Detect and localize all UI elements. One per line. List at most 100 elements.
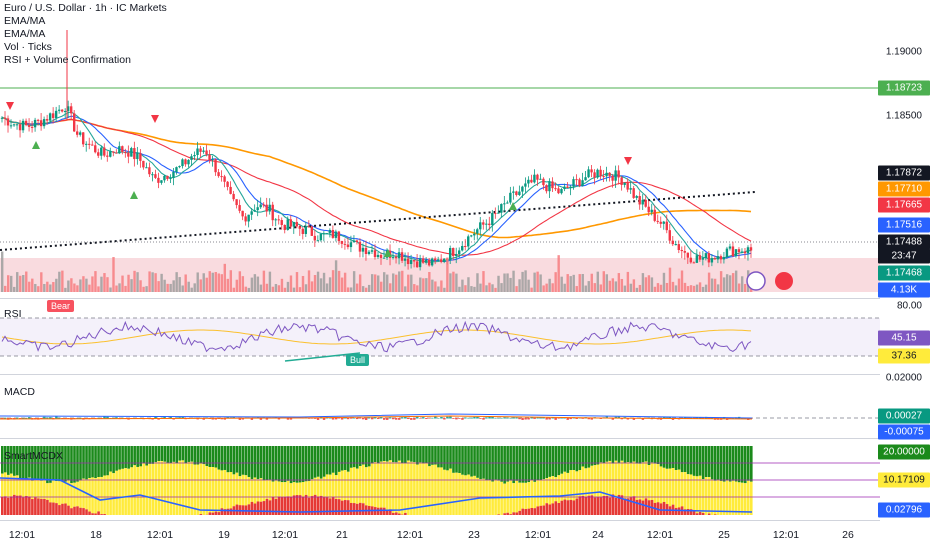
macd-histogram-bar — [440, 417, 443, 419]
candle-body — [27, 125, 31, 127]
candle-body — [593, 172, 596, 178]
mcdx-red-bar — [689, 509, 693, 515]
macd-histogram-bar — [419, 418, 422, 419]
candle-body — [518, 191, 521, 195]
mcdx-green-bar — [214, 446, 218, 468]
mcdx-green-bar — [644, 446, 648, 462]
mcdx-yellow-bar — [163, 461, 167, 515]
pane-divider[interactable] — [0, 438, 880, 439]
smartmcdx-pane[interactable] — [0, 446, 880, 515]
pane-divider[interactable] — [0, 298, 880, 299]
volume-bar — [713, 278, 717, 292]
mcdx-yellow-bar — [401, 463, 404, 515]
volume-bar — [689, 285, 693, 292]
candle-body — [51, 113, 55, 118]
volume-bar — [494, 287, 497, 292]
mcdx-yellow-bar — [392, 462, 395, 513]
volume-bar — [250, 277, 254, 292]
volume-bar — [115, 285, 118, 292]
volume-bar — [650, 277, 654, 292]
macd-axis-tick: 0.02000 — [885, 372, 922, 384]
mcdx-green-bar — [7, 446, 10, 475]
volume-bar — [358, 274, 362, 292]
volume-bar — [443, 287, 446, 292]
indicator-ema-ma-2[interactable]: EMA/MA — [4, 28, 46, 40]
time-tick: 26 — [842, 529, 854, 541]
volume-bar — [629, 283, 633, 292]
mcdx-red-bar — [361, 503, 365, 515]
rsi-bull-label: Bull — [346, 354, 370, 366]
mcdx-yellow-bar — [713, 480, 717, 515]
indicator-volume[interactable]: Vol · Ticks — [4, 41, 52, 53]
volume-bar — [416, 285, 419, 292]
candle-body — [45, 119, 49, 121]
candle-body — [184, 159, 187, 165]
mcdx-red-bar — [325, 497, 329, 515]
candle-body — [494, 212, 497, 214]
macd-title[interactable]: MACD — [4, 386, 35, 398]
candle-body — [394, 256, 398, 259]
mcdx-green-bar — [61, 446, 64, 482]
symbol-title[interactable]: Euro / U.S. Dollar · 1h · IC Markets — [4, 2, 167, 14]
volume-bar — [325, 283, 329, 292]
mcdx-green-bar — [404, 446, 407, 464]
candle-body — [476, 229, 479, 234]
candle-body — [352, 240, 356, 243]
macd-histogram-bar — [115, 417, 118, 419]
volume-bar — [82, 276, 85, 292]
macd-pane[interactable] — [0, 413, 880, 420]
macd-histogram-bar — [358, 418, 362, 419]
macd-histogram-bar — [250, 418, 254, 420]
candle-body — [358, 242, 362, 252]
mcdx-red-bar — [641, 500, 645, 515]
candle-body — [491, 212, 494, 226]
candle-body — [370, 250, 374, 252]
volume-bar — [283, 287, 287, 292]
mcdx-yellow-bar — [85, 479, 88, 510]
mcdx-green-bar — [698, 446, 702, 476]
mcdx-yellow-bar — [617, 462, 621, 495]
price-axis[interactable]: 1.19000 1.18500 1.18723 1.17872 1.17710 … — [876, 0, 932, 520]
candle-body — [280, 220, 283, 225]
mcdx-yellow-bar — [133, 465, 136, 515]
macd-histogram-bar — [79, 417, 82, 419]
mcdx-yellow-bar — [166, 462, 170, 515]
candle-body — [69, 106, 73, 114]
pane-divider[interactable] — [0, 374, 880, 375]
rsi-title[interactable]: RSI — [4, 308, 22, 320]
macd-histogram-bar — [259, 418, 263, 420]
volume-bar — [154, 273, 157, 292]
macd-histogram-bar — [470, 417, 473, 419]
smartmcdx-title[interactable]: SmartMCDX — [4, 450, 63, 462]
mcdx-yellow-bar — [37, 480, 40, 499]
volume-badge: 4.13K — [878, 282, 930, 298]
mcdx-green-bar — [464, 446, 467, 476]
mcdx-green-bar — [106, 446, 109, 476]
rsi-pane[interactable] — [0, 317, 880, 362]
indicator-ema-ma-1[interactable]: EMA/MA — [4, 15, 46, 27]
candle-body — [199, 148, 202, 152]
macd-histogram-bar — [223, 418, 226, 420]
time-axis[interactable]: 12:01 18 12:01 19 12:01 21 12:01 23 12:0… — [0, 520, 880, 550]
candle-body — [415, 261, 419, 268]
indicator-rsi-volume[interactable]: RSI + Volume Confirmation — [4, 54, 131, 66]
mcdx-red-bar — [85, 509, 88, 515]
mcdx-red-bar — [319, 495, 323, 515]
mcdx-green-bar — [49, 446, 52, 483]
candle-body — [743, 251, 747, 254]
candle-body — [668, 230, 671, 241]
mcdx-yellow-bar — [337, 471, 341, 500]
mcdx-green-bar — [124, 446, 127, 469]
mcdx-red-bar — [289, 496, 293, 515]
macd-histogram-bar — [386, 418, 389, 420]
candle-body — [33, 119, 37, 128]
mcdx-green-bar — [380, 446, 383, 462]
price-pane[interactable] — [0, 30, 880, 292]
mcdx-yellow-bar — [737, 482, 741, 515]
mcdx-green-bar — [518, 446, 521, 483]
volume-bar — [557, 255, 560, 292]
mcdx-yellow-bar — [614, 460, 618, 498]
candle-body — [707, 253, 711, 263]
mcdx-green-bar — [55, 446, 58, 482]
